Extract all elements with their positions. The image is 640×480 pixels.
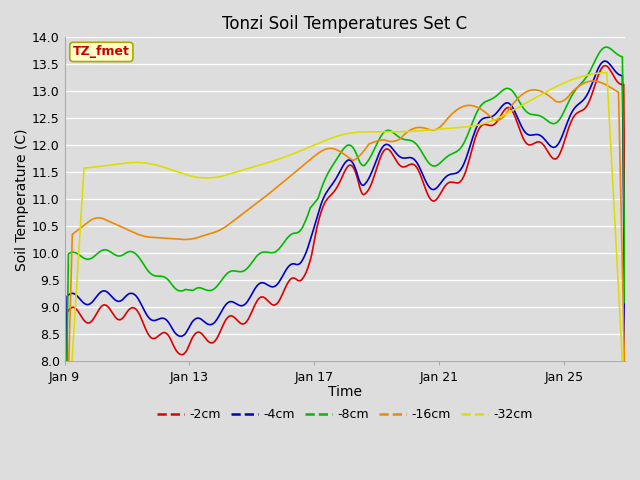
Title: Tonzi Soil Temperatures Set C: Tonzi Soil Temperatures Set C [222,15,467,33]
X-axis label: Time: Time [328,385,362,399]
Legend: -2cm, -4cm, -8cm, -16cm, -32cm: -2cm, -4cm, -8cm, -16cm, -32cm [152,403,538,426]
Text: TZ_fmet: TZ_fmet [73,46,130,59]
Y-axis label: Soil Temperature (C): Soil Temperature (C) [15,128,29,271]
